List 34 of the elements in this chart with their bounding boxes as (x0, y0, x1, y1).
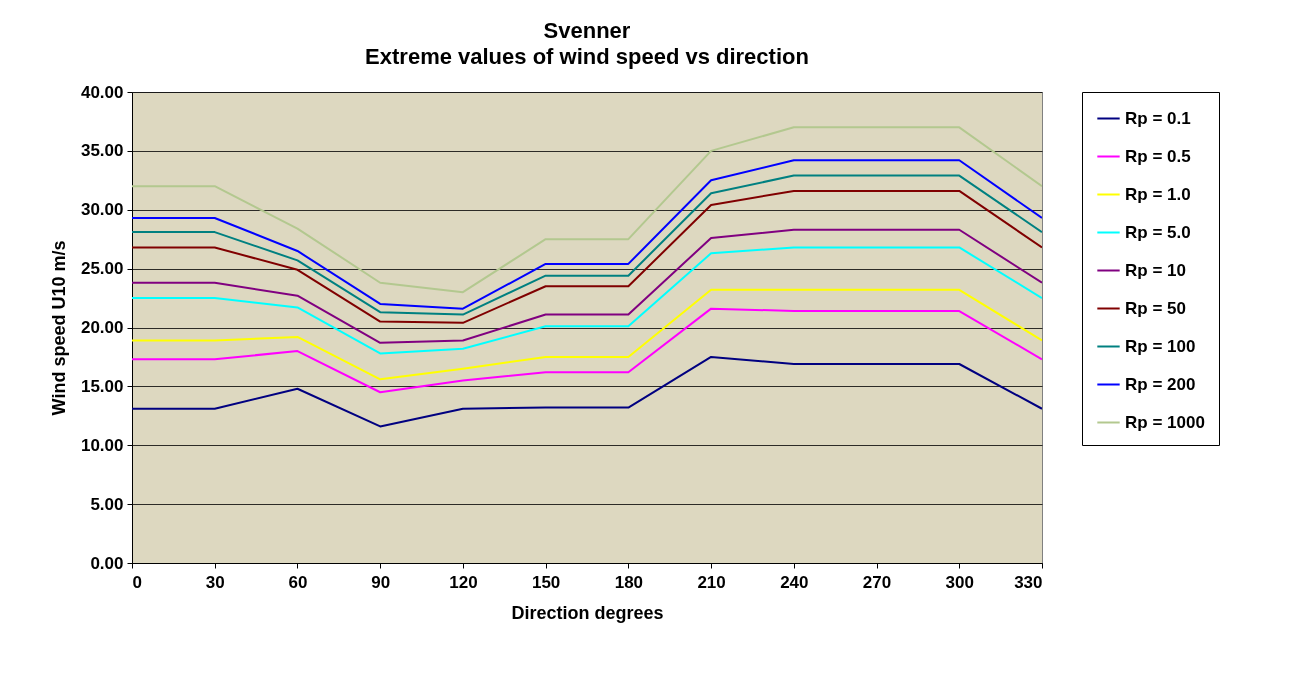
x-tick-label: 240 (780, 572, 809, 592)
x-tick-label: 60 (288, 572, 308, 592)
y-tick-label: 40.00 (80, 82, 124, 102)
x-tick-label: 90 (371, 572, 391, 592)
y-tick-label: 35.00 (80, 141, 124, 161)
x-tick-label: 120 (449, 572, 478, 592)
legend-label: Rp = 0.1 (1125, 108, 1191, 128)
x-tick-label: 300 (945, 572, 974, 592)
y-axis-title: Wind speed U10 m/s (48, 240, 69, 416)
y-tick-label: 0.00 (90, 553, 124, 573)
legend-label: Rp = 100 (1125, 336, 1196, 356)
legend-label: Rp = 200 (1125, 374, 1196, 394)
legend-label: Rp = 50 (1125, 298, 1186, 318)
y-tick-label: 15.00 (80, 376, 124, 396)
x-tick-label: 0 (132, 572, 142, 592)
x-tick-label: 180 (614, 572, 644, 592)
legend-label: Rp = 5.0 (1125, 222, 1191, 242)
y-tick-label: 25.00 (80, 259, 124, 279)
y-tick-label: 10.00 (80, 435, 124, 455)
legend-label: Rp = 10 (1125, 260, 1186, 280)
legend-label: Rp = 1.0 (1125, 184, 1191, 204)
x-tick-label: 330 (1014, 572, 1043, 592)
x-tick-label: 150 (531, 572, 561, 592)
x-axis-title: Direction degrees (511, 602, 664, 623)
y-tick-label: 5.00 (90, 494, 124, 514)
y-tick-label: 30.00 (80, 200, 124, 220)
x-tick-label: 210 (697, 572, 726, 592)
chart-subtitle: Extreme values of wind speed vs direction (365, 44, 809, 69)
legend-label: Rp = 1000 (1125, 412, 1205, 432)
x-tick-label: 30 (205, 572, 225, 592)
x-tick-label: 270 (862, 572, 892, 592)
legend-label: Rp = 0.5 (1125, 146, 1191, 166)
y-tick-label: 20.00 (80, 318, 124, 337)
chart-title: Svenner (543, 18, 631, 43)
